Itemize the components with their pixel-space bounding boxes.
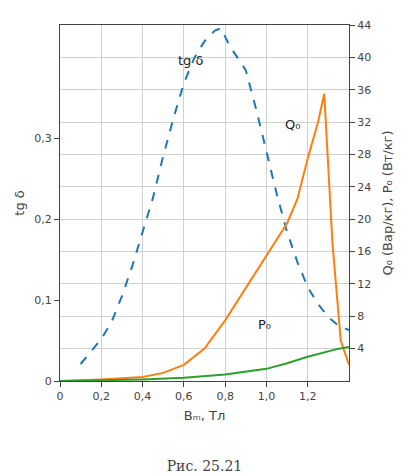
svg-text:0,6: 0,6 bbox=[175, 390, 193, 403]
svg-text:Q₀: Q₀ bbox=[285, 117, 300, 132]
svg-text:Bₘ, Тл: Bₘ, Тл bbox=[184, 408, 226, 423]
svg-text:0: 0 bbox=[57, 390, 64, 403]
svg-text:40: 40 bbox=[357, 51, 371, 64]
svg-text:16: 16 bbox=[357, 245, 371, 258]
svg-text:44: 44 bbox=[357, 19, 371, 32]
svg-text:P₀: P₀ bbox=[258, 317, 271, 332]
svg-text:0,2: 0,2 bbox=[93, 390, 111, 403]
svg-text:28: 28 bbox=[357, 148, 371, 161]
svg-text:1,0: 1,0 bbox=[258, 390, 276, 403]
svg-text:36: 36 bbox=[357, 84, 371, 97]
svg-text:Q₀ (Вар/кг), P₀ (Вт/кг): Q₀ (Вар/кг), P₀ (Вт/кг) bbox=[380, 130, 395, 275]
svg-text:4: 4 bbox=[357, 342, 364, 355]
svg-text:Рис. 25.21: Рис. 25.21 bbox=[167, 458, 243, 474]
svg-text:0,8: 0,8 bbox=[216, 390, 234, 403]
svg-text:20: 20 bbox=[357, 213, 371, 226]
svg-text:24: 24 bbox=[357, 181, 371, 194]
svg-text:tg δ: tg δ bbox=[12, 190, 27, 215]
svg-text:32: 32 bbox=[357, 116, 371, 129]
svg-text:0,2: 0,2 bbox=[34, 213, 52, 226]
svg-text:tg δ: tg δ bbox=[178, 53, 203, 68]
svg-text:0: 0 bbox=[45, 375, 52, 388]
svg-text:0,3: 0,3 bbox=[34, 132, 52, 145]
svg-text:0,1: 0,1 bbox=[34, 294, 52, 307]
svg-text:0,4: 0,4 bbox=[134, 390, 152, 403]
svg-text:8: 8 bbox=[357, 310, 364, 323]
svg-text:12: 12 bbox=[357, 278, 371, 291]
svg-text:1,2: 1,2 bbox=[299, 390, 317, 403]
